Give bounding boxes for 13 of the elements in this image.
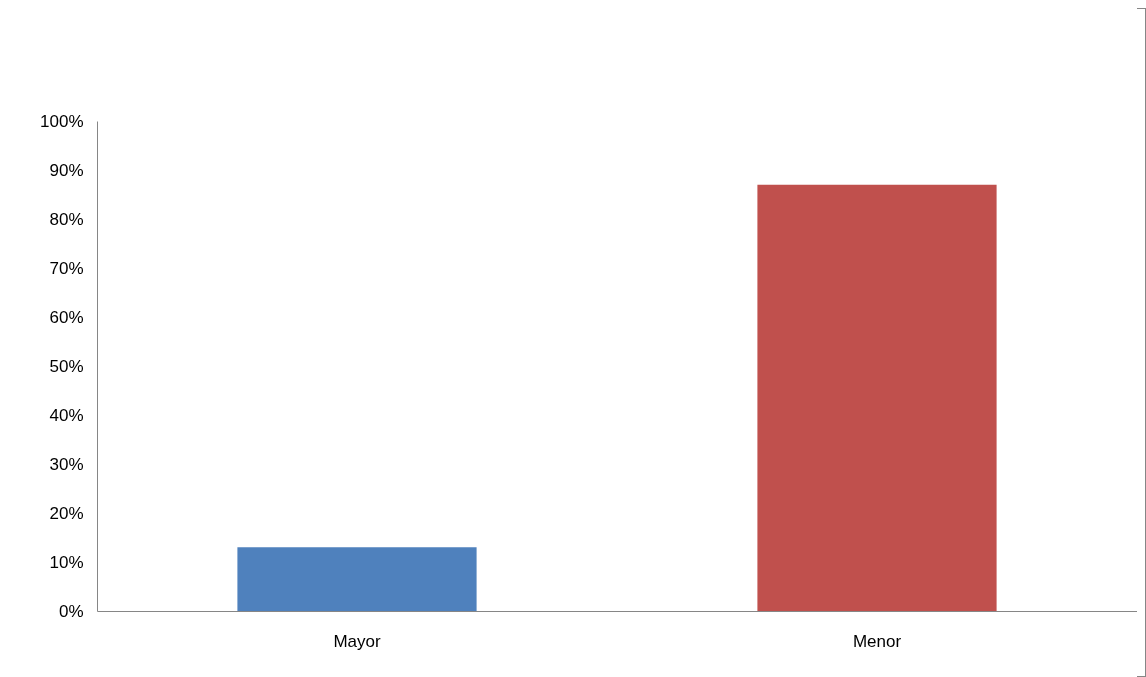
y-tick-label: 30% (49, 454, 84, 474)
x-tick-label: Mayor (333, 631, 381, 651)
y-tick-label: 10% (49, 552, 84, 572)
y-tick-label: 40% (49, 405, 84, 425)
y-tick-label: 60% (49, 307, 84, 327)
y-tick-label: 80% (49, 209, 84, 229)
y-tick-label: 50% (49, 356, 84, 376)
y-tick-label: 20% (49, 503, 84, 523)
y-tick-label: 90% (49, 160, 84, 180)
y-tick-label: 70% (49, 258, 84, 278)
x-tick-label: Menor (852, 631, 902, 651)
y-tick-label: 0% (58, 601, 84, 621)
y-tick-label: 100% (40, 111, 84, 131)
